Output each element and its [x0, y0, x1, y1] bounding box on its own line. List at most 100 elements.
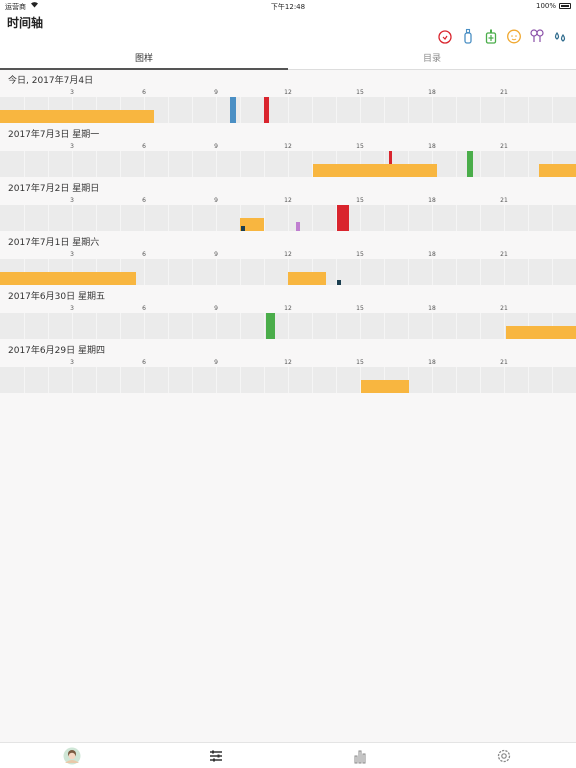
hour-gridline [168, 97, 169, 123]
hour-tick-label: 12 [284, 89, 292, 96]
day-track[interactable] [0, 151, 576, 177]
hour-tick-label: 18 [428, 89, 436, 96]
sleep-event[interactable] [538, 164, 576, 177]
battery-percent: 100% [535, 2, 556, 10]
hour-gridline [240, 151, 241, 177]
bottle-event[interactable] [230, 97, 237, 123]
sleep-event[interactable] [0, 110, 154, 123]
tab-chart[interactable]: 图样 [0, 48, 288, 70]
day-row[interactable]: 今日, 2017年7月4日 3 6 9 12 15 18 21 [0, 70, 576, 124]
hour-tick-label: 6 [142, 305, 146, 312]
hour-gridline [312, 151, 313, 177]
hour-tick-label: 21 [500, 143, 508, 150]
status-bar: 运营商 下午12:48 100% [0, 0, 576, 12]
hour-gridline [24, 205, 25, 231]
hour-gridline [72, 205, 73, 231]
day-track[interactable] [0, 205, 576, 231]
hour-tick-label: 15 [356, 197, 364, 204]
stats-bars-icon[interactable] [351, 747, 369, 765]
diaper-event[interactable] [337, 205, 350, 231]
hour-gridline [24, 367, 25, 393]
bottle-icon[interactable] [460, 28, 476, 44]
day-track[interactable] [0, 367, 576, 393]
hour-gridline [168, 151, 169, 177]
hour-tick-label: 18 [428, 143, 436, 150]
hour-tick-label: 18 [428, 197, 436, 204]
bottom-tab-bar [0, 742, 576, 768]
day-track[interactable] [0, 313, 576, 339]
day-row[interactable]: 2017年6月30日 星期五 3 6 9 12 15 18 21 [0, 286, 576, 340]
carrier-label: 运营商 [5, 3, 26, 11]
sleep-event[interactable] [288, 272, 327, 285]
sleep-event[interactable] [506, 326, 576, 339]
diaper-event[interactable] [264, 97, 269, 123]
day-row[interactable]: 2017年7月1日 星期六 3 6 9 12 15 18 21 [0, 232, 576, 286]
hour-tick-label: 6 [142, 359, 146, 366]
note-event[interactable] [337, 280, 341, 285]
hour-gridline [264, 259, 265, 285]
day-row[interactable]: 2017年7月2日 星期日 3 6 9 12 15 18 21 [0, 178, 576, 232]
hour-gridline [192, 205, 193, 231]
hour-tick-label: 9 [214, 305, 218, 312]
hour-gridline [264, 205, 265, 231]
hour-gridline [72, 151, 73, 177]
day-row[interactable]: 2017年7月3日 星期一 3 6 9 12 15 18 21 [0, 124, 576, 178]
sleep-event[interactable] [313, 164, 437, 177]
hour-gridline [288, 313, 289, 339]
hour-gridline [264, 151, 265, 177]
hour-gridline [360, 313, 361, 339]
hour-tick-label: 3 [70, 305, 74, 312]
hour-gridline [360, 97, 361, 123]
hour-gridline [192, 97, 193, 123]
hour-gridline [480, 205, 481, 231]
sleep-event[interactable] [0, 272, 136, 285]
drops-icon[interactable] [552, 28, 568, 44]
pump-icon[interactable] [529, 28, 545, 44]
food-event[interactable] [466, 151, 473, 177]
diaper-event[interactable] [388, 151, 393, 164]
settings-sliders-icon[interactable] [207, 747, 225, 765]
hour-tick-label: 18 [428, 251, 436, 258]
day-track[interactable] [0, 259, 576, 285]
hour-gridline [240, 313, 241, 339]
day-row[interactable]: 2017年6月29日 星期四 3 6 9 12 15 18 21 [0, 340, 576, 394]
diaper-icon[interactable] [437, 28, 453, 44]
hour-tick-label: 12 [284, 305, 292, 312]
hour-gridline [48, 367, 49, 393]
hour-gridline [336, 205, 337, 231]
hour-gridline [480, 313, 481, 339]
hour-tick-label: 6 [142, 197, 146, 204]
food-event[interactable] [266, 313, 275, 339]
hour-gridline [552, 367, 553, 393]
gear-icon[interactable] [495, 747, 513, 765]
hour-tick-label: 3 [70, 359, 74, 366]
hour-gridline [456, 367, 457, 393]
hour-gridline [504, 259, 505, 285]
hour-gridline [336, 259, 337, 285]
hour-gridline [432, 367, 433, 393]
battery-icon [559, 3, 571, 9]
hour-gridline [456, 151, 457, 177]
day-date-label: 2017年7月1日 星期六 [8, 238, 100, 248]
hour-gridline [216, 97, 217, 123]
hour-gridline [24, 151, 25, 177]
hour-gridline [144, 205, 145, 231]
hour-gridline [432, 259, 433, 285]
food-icon[interactable] [483, 28, 499, 44]
hour-tick-label: 21 [500, 359, 508, 366]
note-event[interactable] [241, 226, 245, 231]
sleep-event[interactable] [361, 380, 410, 393]
baby-face-icon[interactable] [506, 28, 522, 44]
hour-gridline [168, 259, 169, 285]
day-track[interactable] [0, 97, 576, 123]
sleep-event[interactable] [240, 218, 264, 231]
pump-event[interactable] [296, 222, 300, 231]
hour-gridline [96, 151, 97, 177]
hour-gridline [432, 313, 433, 339]
tab-list[interactable]: 目录 [422, 54, 441, 64]
hour-gridline [120, 151, 121, 177]
profile-avatar[interactable] [63, 747, 81, 765]
view-tabs: 图样 目录 [0, 48, 576, 70]
hour-gridline [72, 367, 73, 393]
hour-tick-label: 9 [214, 251, 218, 258]
